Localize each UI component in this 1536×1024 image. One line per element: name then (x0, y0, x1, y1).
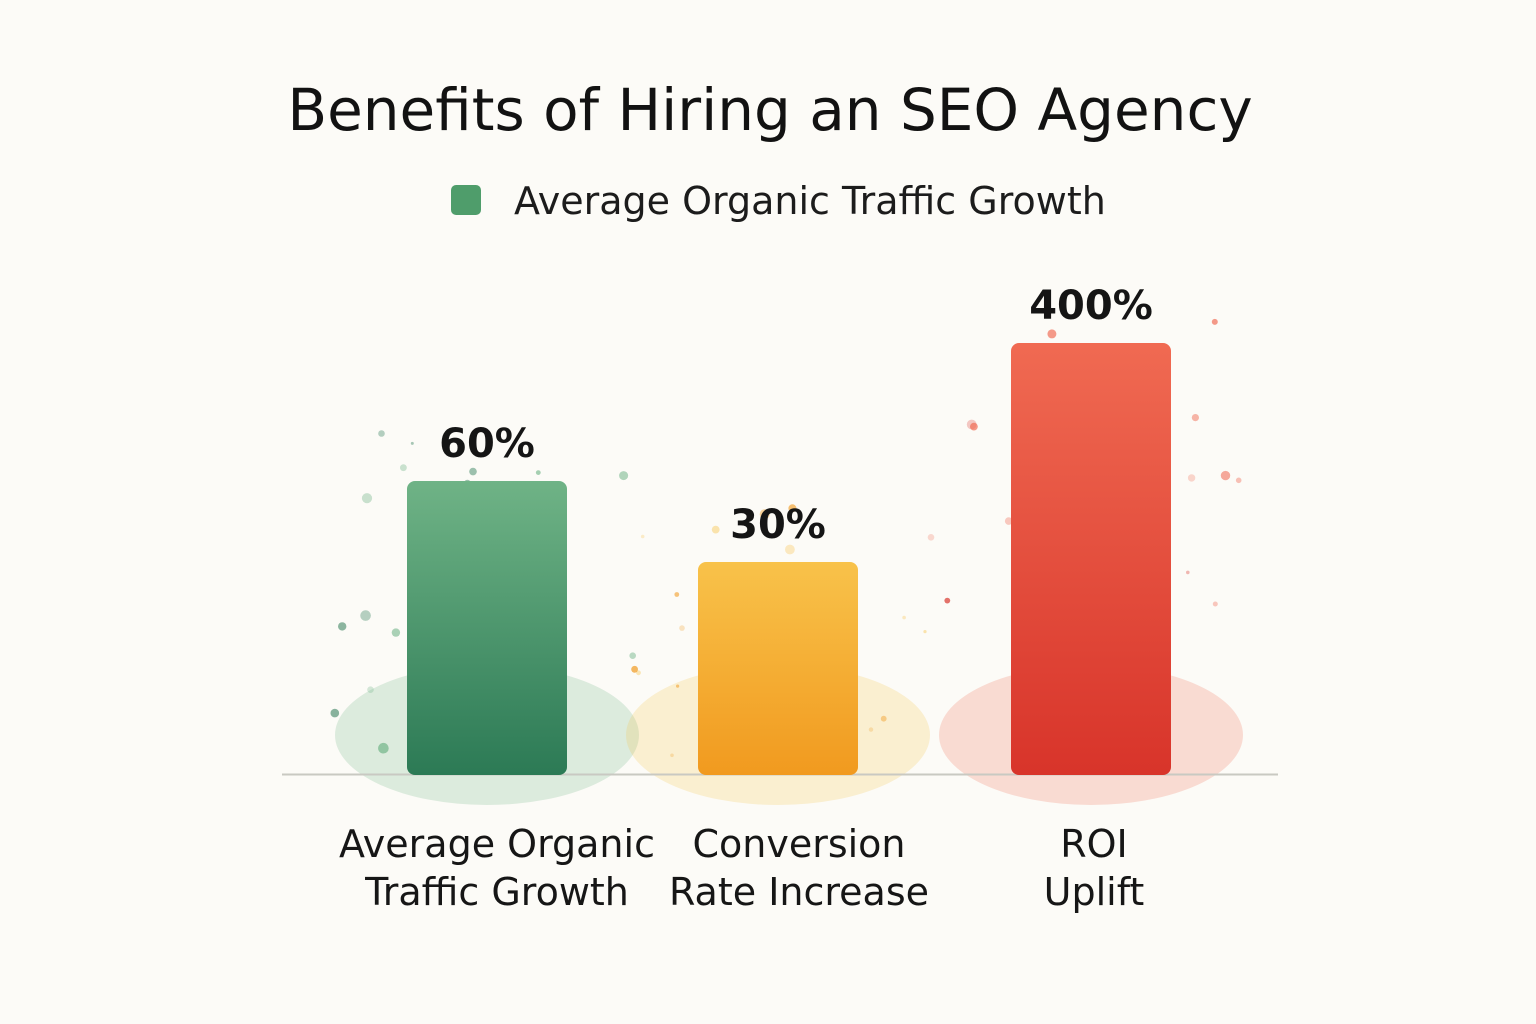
splatter-dot (410, 441, 414, 445)
splatter-dot (676, 684, 680, 688)
splatter-dot (1187, 474, 1196, 482)
splatter-dot (970, 422, 978, 431)
splatter-dot (391, 628, 401, 637)
data-label: 30% (730, 502, 826, 548)
legend: Average Organic Traffic Growth (451, 179, 1106, 223)
splatter-dot (674, 592, 680, 597)
splatter-dot (469, 467, 477, 476)
splatter-dot (679, 625, 685, 631)
splatter-dot (1220, 470, 1231, 481)
splatter-dot (338, 622, 347, 631)
x-tick-label: Average Organic Traffic Growth (339, 822, 655, 914)
x-tick-label: ROI Uplift (1044, 822, 1145, 914)
splatter-dot (670, 753, 674, 758)
splatter-dot (631, 665, 638, 673)
splatter-dot (330, 708, 340, 718)
chart-title: Benefits of Hiring an SEO Agency (287, 76, 1252, 144)
splatter-dot (788, 504, 797, 513)
splatter-dot (944, 597, 951, 604)
data-label: 60% (439, 421, 535, 467)
x-tick-label: Conversion Rate Increase (669, 822, 929, 914)
data-label: 400% (1029, 283, 1153, 329)
splatter-dot (759, 509, 770, 520)
splatter-dot (868, 727, 874, 732)
splatter-dot (1047, 329, 1057, 339)
splatter-dot (360, 610, 371, 621)
splatter-dot (927, 534, 935, 541)
splatter-dot (367, 686, 374, 693)
splatter-dot (535, 470, 541, 475)
bars (407, 343, 1171, 775)
splatter-dot (880, 715, 887, 722)
splatter-dot (785, 544, 795, 555)
splatter-dot (923, 630, 927, 634)
splatter-dot (902, 615, 906, 620)
bar (1011, 343, 1171, 775)
splatter-dot (400, 464, 407, 472)
legend-swatch (451, 185, 481, 215)
value-labels: 60% 30% 400% (439, 283, 1153, 548)
splatter-dot (636, 670, 641, 676)
splatter-dot (378, 742, 389, 754)
splatter-dot (1191, 414, 1199, 422)
splatter-dot (619, 471, 629, 481)
bar (698, 562, 858, 775)
splatter-dot (378, 430, 385, 437)
splatter-dot (361, 493, 373, 504)
splatter-dot (1235, 477, 1242, 484)
splatter-dot (1212, 601, 1218, 607)
splatter-dot (629, 652, 636, 659)
splatter-dot (1004, 517, 1013, 525)
legend-label: Average Organic Traffic Growth (514, 179, 1106, 223)
splatter-dot (1211, 318, 1218, 325)
splatter-dot (1186, 570, 1190, 575)
splatter-dot (711, 525, 720, 534)
bar (407, 481, 567, 775)
splatter-dot (640, 534, 645, 539)
